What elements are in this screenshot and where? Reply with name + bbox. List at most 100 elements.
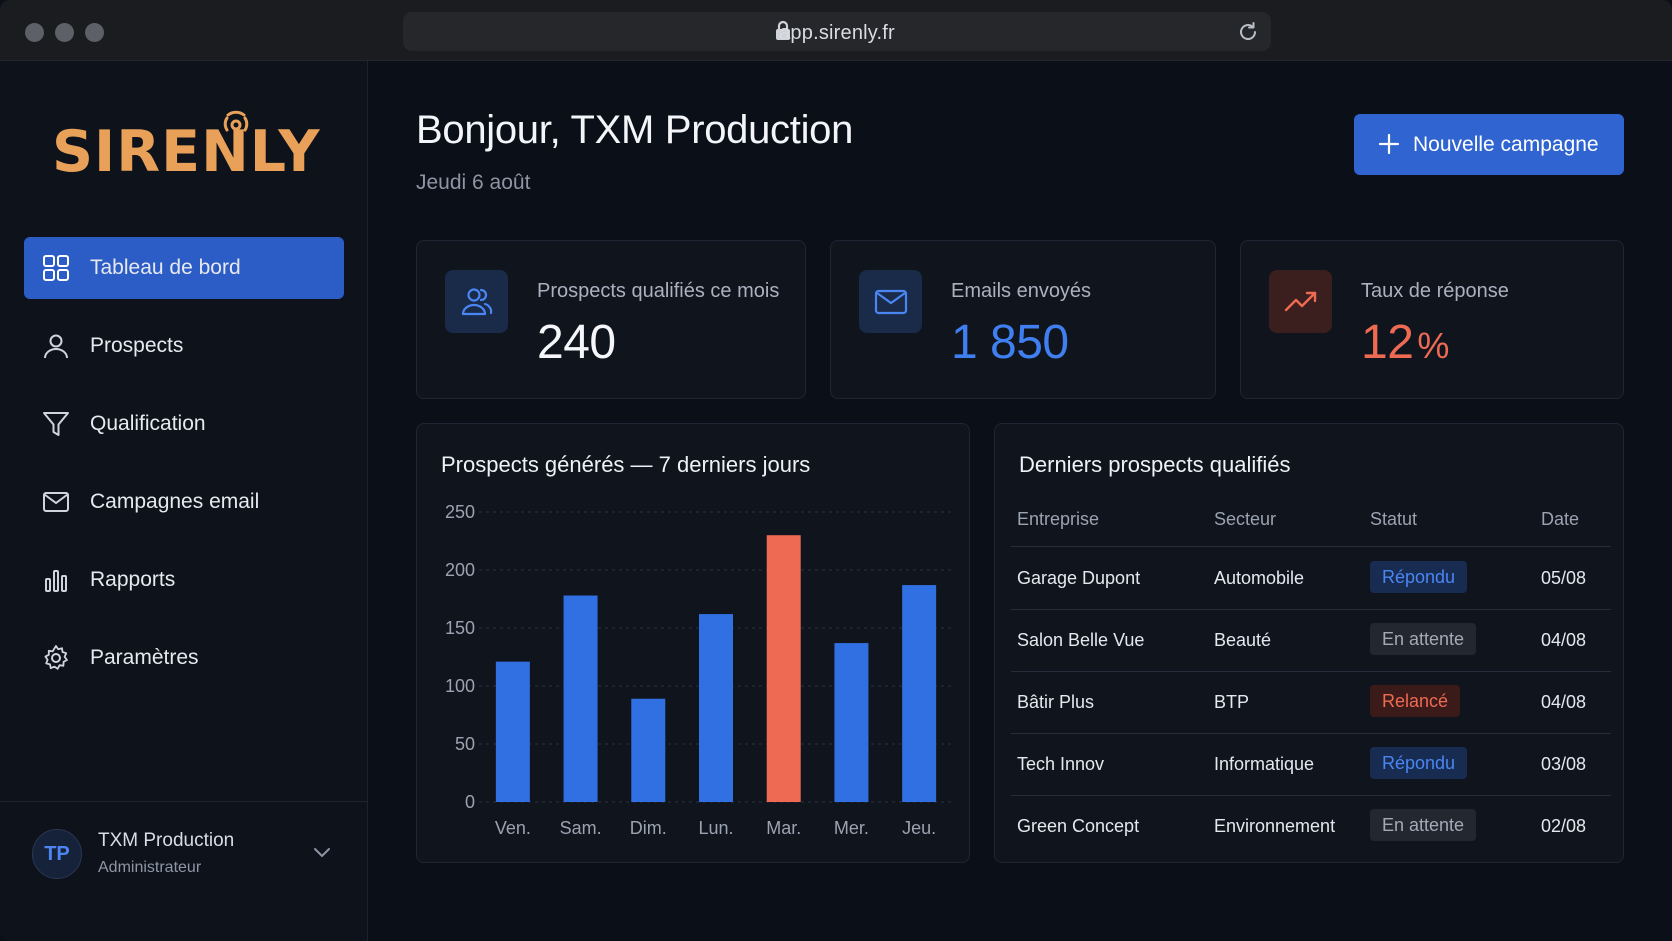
bar-mer — [834, 643, 869, 802]
status-badge: Répondu — [1370, 747, 1468, 779]
cell-company: Tech Innov — [1017, 754, 1105, 774]
gear-icon — [44, 645, 68, 670]
status-badge: Répondu — [1370, 561, 1468, 593]
minimize-window-button[interactable] — [55, 23, 74, 42]
bar-lun — [699, 614, 733, 802]
sidebar-item-qualification[interactable]: Qualification — [24, 393, 344, 455]
stat-icon-box — [1269, 270, 1332, 333]
sidebar-item-prospects[interactable]: Prospects — [24, 315, 344, 377]
table-row[interactable]: Tech Innov Informatique Répondu 03/08 — [995, 733, 1627, 795]
table-row[interactable]: Salon Belle Vue Beauté En attente 04/08 — [995, 609, 1627, 671]
table-row[interactable]: Garage Dupont Automobile Répondu 05/08 — [995, 547, 1627, 609]
status-badge: En attente — [1370, 809, 1477, 841]
mail-icon — [874, 289, 908, 315]
sidebar-item-rapports[interactable]: Rapports — [24, 549, 344, 611]
cell-sector: BTP — [1214, 692, 1250, 712]
divider — [1011, 795, 1611, 796]
x-tick-label: Dim. — [630, 818, 667, 838]
cell-sector: Automobile — [1214, 568, 1305, 588]
browser-toolbar: app.sirenly.fr — [0, 0, 1672, 61]
cell-company: Green Concept — [1017, 816, 1140, 836]
stat-value: 240 — [537, 316, 616, 369]
column-header-statut[interactable]: Statut — [1370, 509, 1418, 529]
stat-label: Prospects qualifiés ce mois — [537, 280, 780, 302]
cell-date: 03/08 — [1541, 754, 1587, 774]
stat-label: Taux de réponse — [1361, 280, 1509, 302]
stat-icon-box — [859, 270, 922, 333]
reload-icon[interactable] — [1237, 21, 1259, 43]
sidebar-item-parametres[interactable]: Paramètres — [24, 627, 344, 689]
cell-sector: Environnement — [1214, 816, 1336, 836]
x-tick-label: Sam. — [560, 818, 602, 838]
users-icon — [461, 288, 493, 316]
trending-up-icon — [1284, 291, 1317, 312]
cell-sector: Beauté — [1214, 630, 1272, 650]
chevron-down-icon[interactable] — [312, 845, 332, 859]
stat-label: Emails envoyés — [951, 280, 1092, 302]
page-date: Jeudi 6 août — [416, 171, 531, 194]
sidebar-item-campagnes-email[interactable]: Campagnes email — [24, 471, 344, 533]
cell-date: 05/08 — [1541, 568, 1587, 588]
bar-chart-icon — [45, 570, 67, 592]
x-tick-label: Lun. — [698, 818, 733, 838]
table-title: Derniers prospects qualifiés — [1019, 452, 1291, 477]
cell-company: Bâtir Plus — [1017, 692, 1095, 712]
sirenly-logo[interactable]: SIRENLY — [52, 110, 320, 185]
bar-mar — [766, 535, 801, 802]
chart-panel: Prospects générés — 7 derniers jours 0 50… — [416, 423, 970, 863]
status-badge: En attente — [1370, 623, 1477, 655]
new-campaign-label: Nouvelle campagne — [1413, 133, 1599, 156]
plus-icon — [1378, 133, 1400, 155]
cell-company: Salon Belle Vue — [1017, 630, 1145, 650]
sidebar-item-label: Qualification — [90, 412, 206, 435]
recent-prospects-panel: Derniers prospects qualifiés Entreprise … — [994, 423, 1624, 863]
y-tick-label: 250 — [445, 502, 475, 522]
cell-date: 02/08 — [1541, 816, 1587, 836]
y-tick-label: 50 — [455, 734, 475, 754]
sidebar-item-tableau-de-bord[interactable]: Tableau de bord — [24, 237, 344, 299]
y-tick-label: 100 — [445, 676, 475, 696]
grid-icon — [43, 255, 69, 281]
column-header-entreprise[interactable]: Entreprise — [1017, 509, 1100, 529]
status-badge: Relancé — [1370, 685, 1461, 717]
bar-sam — [563, 595, 598, 802]
logo-text: SIRENLY — [52, 119, 321, 185]
bar-jeu — [902, 585, 937, 802]
stat-value-unit: % — [1417, 325, 1449, 366]
table-row[interactable]: Bâtir Plus BTP Relancé 04/08 — [995, 671, 1627, 733]
sidebar-item-label: Rapports — [90, 568, 176, 591]
bar-chart: 0 50 100 150 200 250 Ven. Sam. Dim. Lun. Mar. Mer. J… — [445, 502, 953, 838]
new-campaign-button[interactable]: Nouvelle campagne — [1354, 114, 1624, 175]
user-name: TXM Production — [98, 830, 235, 851]
stat-value-number: 12 — [1361, 316, 1414, 369]
close-window-button[interactable] — [25, 23, 44, 42]
main-nav: Tableau de bord Prospects Qualification — [24, 237, 344, 705]
divider — [1011, 609, 1611, 610]
mail-icon — [43, 492, 69, 512]
x-tick-label: Mer. — [834, 818, 869, 838]
y-tick-label: 0 — [465, 792, 475, 812]
stat-card-prospects: Prospects qualifiés ce mois 240 — [416, 240, 806, 399]
user-role: Administrateur — [98, 859, 202, 876]
stat-value: 12% — [1361, 315, 1449, 370]
divider — [1011, 671, 1611, 672]
sidebar-item-label: Tableau de bord — [90, 256, 241, 279]
cell-date: 04/08 — [1541, 630, 1587, 650]
x-tick-label: Ven. — [495, 818, 531, 838]
stat-card-response-rate: Taux de réponse 12% — [1240, 240, 1624, 399]
column-header-secteur[interactable]: Secteur — [1214, 509, 1277, 529]
page-title: Bonjour, TXM Production — [416, 108, 854, 152]
bar-dim — [631, 698, 666, 802]
address-bar[interactable]: app.sirenly.fr — [403, 12, 1271, 51]
table-row[interactable]: Green Concept Environnement En attente 0… — [995, 795, 1627, 857]
cell-sector: Informatique — [1214, 754, 1315, 774]
x-tick-label: Jeu. — [902, 818, 936, 838]
chart-title: Prospects générés — 7 derniers jours — [441, 452, 811, 477]
column-header-date[interactable]: Date — [1541, 509, 1580, 529]
sidebar-item-label: Campagnes email — [90, 490, 260, 513]
sidebar-item-label: Paramètres — [90, 646, 199, 669]
stat-card-emails: Emails envoyés 1 850 — [830, 240, 1216, 399]
bar-ven — [495, 661, 530, 802]
maximize-window-button[interactable] — [85, 23, 104, 42]
stat-value: 1 850 — [951, 316, 1069, 369]
